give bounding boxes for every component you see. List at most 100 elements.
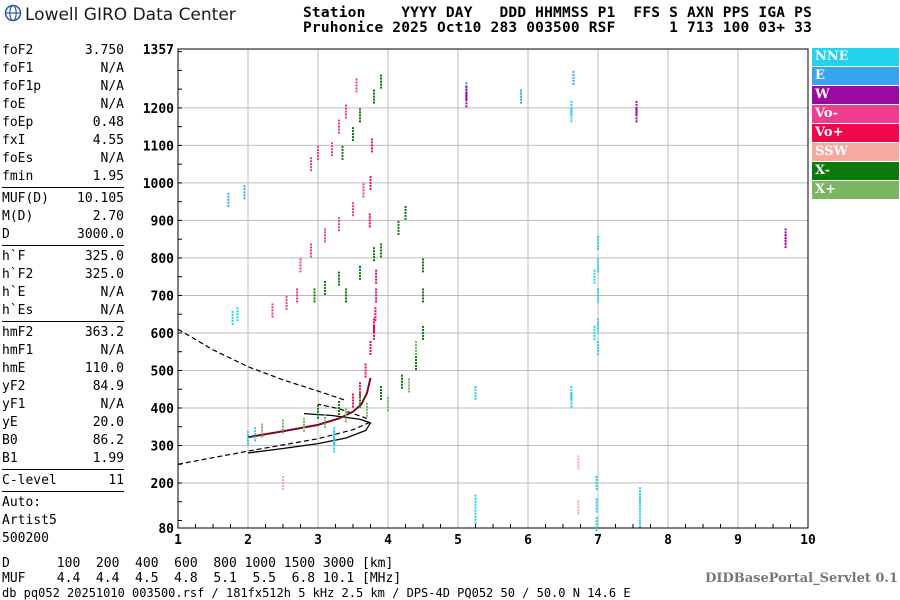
param-row: h`F2 325.0 [2, 266, 124, 284]
data-point [570, 120, 573, 123]
param-row: C-level 11 [2, 472, 124, 490]
data-point [303, 429, 305, 432]
data-point [296, 300, 298, 303]
data-point [362, 195, 365, 198]
data-point [331, 148, 333, 151]
data-point [282, 485, 284, 487]
data-point [595, 526, 598, 529]
data-point [570, 112, 573, 115]
data-point [282, 425, 284, 428]
param-value: 2.70 [92, 209, 124, 224]
data-point [359, 108, 361, 111]
data-point [570, 111, 573, 114]
y-tick-label: 600 [151, 327, 175, 342]
data-point [593, 328, 596, 331]
data-point [317, 407, 319, 410]
data-point [597, 324, 599, 327]
data-point [639, 510, 641, 513]
data-point [595, 510, 598, 513]
data-point [345, 300, 347, 303]
data-point [345, 297, 347, 300]
param-value: 86.2 [92, 433, 124, 448]
data-point [635, 100, 638, 103]
data-point [313, 297, 316, 300]
data-point [639, 487, 641, 490]
data-point [570, 392, 573, 394]
data-point [373, 327, 375, 330]
data-point [352, 139, 354, 142]
data-point [474, 386, 477, 388]
data-point [577, 503, 580, 506]
param-value: 11 [108, 473, 124, 488]
param-row: hmF1 N/A [2, 342, 124, 360]
data-point [597, 291, 599, 294]
param-label: yF1 [2, 397, 26, 412]
data-point [324, 283, 326, 286]
param-label: hmF1 [2, 343, 34, 358]
param-label: Artist5 [2, 513, 57, 528]
data-point [595, 488, 598, 490]
data-point [369, 350, 372, 352]
data-point [593, 334, 596, 337]
data-point [345, 420, 347, 423]
data-point [474, 506, 477, 509]
data-point [333, 427, 336, 430]
series-e [227, 70, 575, 207]
param-value: 363.2 [84, 325, 124, 340]
data-point [317, 151, 319, 154]
y-tick-label: 1000 [143, 177, 174, 192]
data-point [639, 499, 641, 502]
param-row: B1 1.99 [2, 450, 124, 468]
data-point [415, 365, 417, 367]
data-point [373, 321, 375, 324]
header-line-1: Station YYYY DAY DDD HHMMSS P1 FFS S AXN… [303, 5, 812, 21]
param-separator [2, 187, 124, 188]
data-point [572, 76, 575, 79]
data-point [375, 272, 378, 275]
data-point [352, 399, 354, 402]
data-point [380, 249, 382, 252]
y-tick-label: 80 [158, 522, 174, 537]
data-point [338, 280, 340, 283]
data-point [359, 114, 361, 117]
data-point [474, 392, 477, 394]
data-point [236, 319, 239, 322]
data-point [593, 281, 596, 284]
data-point [635, 117, 638, 120]
param-label: h`E [2, 285, 26, 300]
param-label: foF1p [2, 79, 42, 94]
data-point [639, 496, 641, 499]
data-point [397, 220, 400, 223]
data-point [639, 493, 641, 496]
data-point [310, 157, 312, 160]
data-point [635, 120, 638, 123]
data-point [271, 303, 274, 306]
data-point [374, 313, 377, 316]
data-point [408, 387, 410, 390]
data-point [310, 166, 312, 169]
param-row: fxI 4.55 [2, 132, 124, 150]
data-point [227, 204, 230, 207]
data-point [570, 405, 573, 408]
data-point [333, 443, 336, 445]
data-point [408, 378, 410, 381]
data-point [345, 116, 347, 119]
param-value: N/A [100, 61, 124, 76]
data-point [338, 217, 340, 220]
data-point [338, 277, 340, 280]
data-point [465, 85, 468, 88]
data-point [282, 482, 284, 484]
data-point [364, 375, 367, 378]
data-point [227, 198, 230, 201]
data-point [338, 404, 340, 406]
param-label: C-level [2, 473, 57, 488]
data-point [355, 78, 358, 81]
data-point [373, 334, 375, 337]
data-point [380, 86, 382, 89]
data-point [404, 217, 407, 220]
data-point [296, 294, 298, 297]
x-tick-label: 7 [594, 533, 602, 548]
data-point [324, 423, 326, 426]
data-point [373, 328, 375, 331]
data-point [577, 467, 580, 470]
